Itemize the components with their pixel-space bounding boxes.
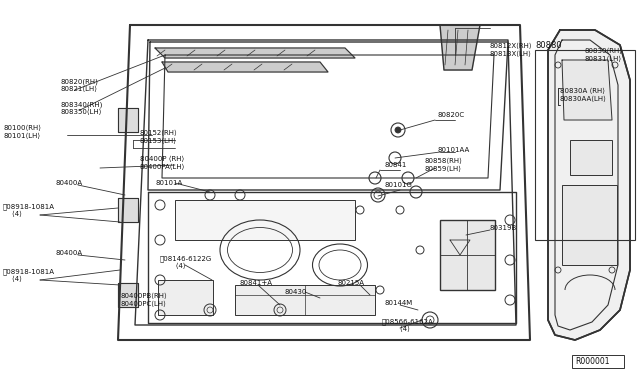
Text: 80144M: 80144M — [385, 300, 413, 306]
Text: 80858⟨RH⟩
80859⟨LH⟩: 80858⟨RH⟩ 80859⟨LH⟩ — [425, 158, 463, 172]
Polygon shape — [162, 62, 328, 72]
Text: 80101AA: 80101AA — [438, 147, 470, 153]
Text: 80152⟨RH⟩
80153⟨LH⟩: 80152⟨RH⟩ 80153⟨LH⟩ — [140, 130, 178, 144]
Bar — [562, 185, 617, 265]
Text: 80841: 80841 — [385, 162, 408, 168]
Text: ⓝ08918-1081A
    ⟨4⟩: ⓝ08918-1081A ⟨4⟩ — [3, 203, 55, 217]
Text: 80100⟨RH⟩
80101⟨LH⟩: 80100⟨RH⟩ 80101⟨LH⟩ — [3, 125, 41, 139]
Bar — [158, 280, 213, 315]
Polygon shape — [118, 198, 138, 222]
Text: 80101G: 80101G — [385, 182, 413, 188]
Text: 80400A: 80400A — [55, 250, 82, 256]
Bar — [175, 200, 355, 240]
Text: 80215A: 80215A — [338, 280, 365, 286]
Text: 80820(RH)
80821⟨LH⟩: 80820(RH) 80821⟨LH⟩ — [60, 78, 98, 92]
Bar — [440, 220, 495, 290]
Text: 80830⟨RH⟩
80831⟨LH⟩: 80830⟨RH⟩ 80831⟨LH⟩ — [585, 48, 623, 62]
Text: 80430: 80430 — [285, 289, 307, 295]
Text: 808340(RH)
808350⟨LH⟩: 808340(RH) 808350⟨LH⟩ — [60, 101, 102, 115]
Text: 80830A ⟨RH⟩
80830AA⟨LH⟩: 80830A ⟨RH⟩ 80830AA⟨LH⟩ — [560, 88, 607, 102]
Text: Ⓑ08146-6122G
       ⟨4⟩: Ⓑ08146-6122G ⟨4⟩ — [160, 255, 212, 269]
Polygon shape — [118, 108, 138, 132]
Text: 80319B: 80319B — [490, 225, 517, 231]
Text: R000001: R000001 — [575, 357, 609, 366]
Text: 80880: 80880 — [535, 41, 562, 49]
Bar — [535, 50, 635, 240]
Text: 80400PB⟨RH⟩
80400PC⟨LH⟩: 80400PB⟨RH⟩ 80400PC⟨LH⟩ — [120, 293, 167, 307]
Text: Ⓢ08566-6162A
        ⟨4⟩: Ⓢ08566-6162A ⟨4⟩ — [382, 318, 434, 332]
Polygon shape — [118, 283, 138, 307]
Text: 80812X⟨RH⟩
80813X⟨LH⟩: 80812X⟨RH⟩ 80813X⟨LH⟩ — [490, 43, 532, 57]
Polygon shape — [548, 30, 630, 340]
Polygon shape — [155, 48, 355, 58]
Circle shape — [395, 127, 401, 133]
Text: 80400P ⟨RH⟩
80400PA⟨LH⟩: 80400P ⟨RH⟩ 80400PA⟨LH⟩ — [140, 156, 186, 170]
Text: 80400A: 80400A — [55, 180, 82, 186]
Text: 80101A: 80101A — [155, 180, 182, 186]
Bar — [572, 355, 624, 368]
Text: ⓝ08918-1081A
    ⟨4⟩: ⓝ08918-1081A ⟨4⟩ — [3, 268, 55, 282]
Polygon shape — [562, 60, 612, 120]
Bar — [235, 285, 375, 315]
Text: 80841+A: 80841+A — [240, 280, 273, 286]
Polygon shape — [440, 25, 480, 70]
Bar — [570, 140, 612, 175]
Text: 80820C: 80820C — [438, 112, 465, 118]
